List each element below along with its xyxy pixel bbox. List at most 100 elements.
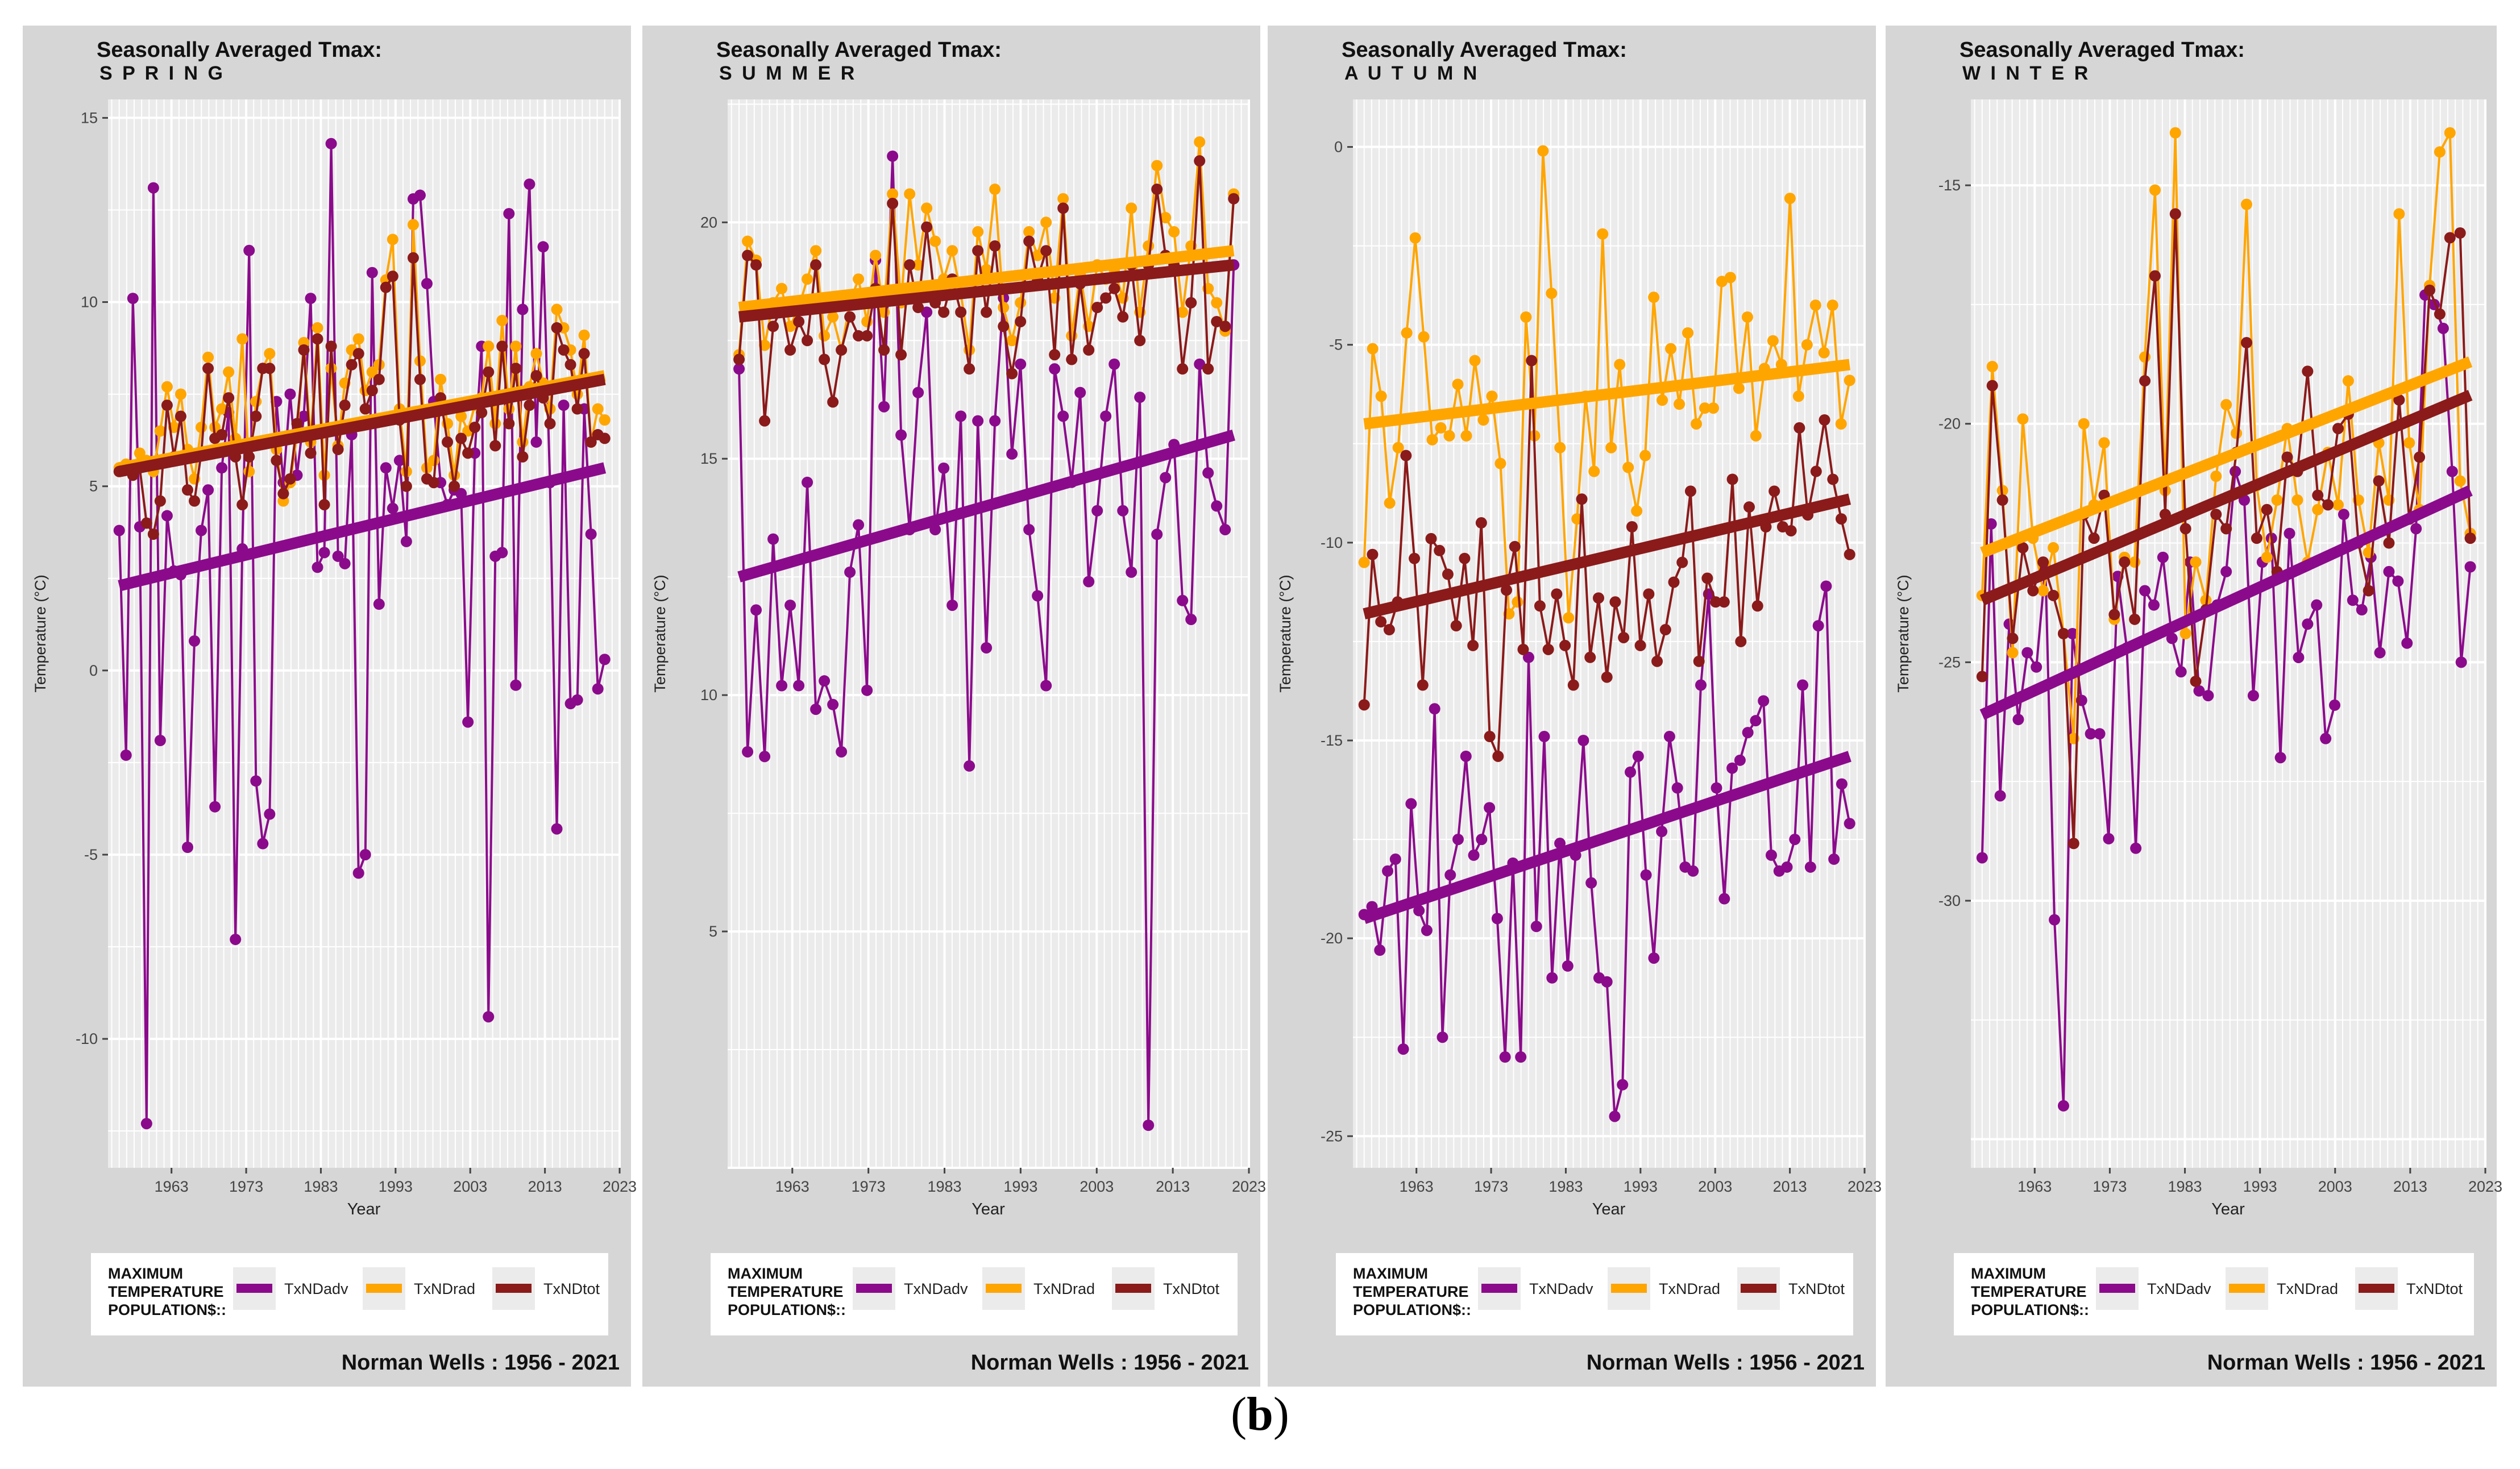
data-point-TxNDadv xyxy=(1711,782,1722,794)
data-point-TxNDtot xyxy=(1643,588,1655,600)
data-point-TxNDadv xyxy=(1143,1120,1155,1131)
data-point-TxNDtot xyxy=(291,418,303,430)
data-point-TxNDrad xyxy=(1392,442,1404,453)
x-axis-title: Year xyxy=(972,1200,1005,1218)
data-point-TxNDadv xyxy=(373,598,385,610)
data-point-TxNDadv xyxy=(1452,834,1464,846)
data-point-TxNDrad xyxy=(1631,505,1643,517)
data-point-TxNDadv xyxy=(2356,604,2368,616)
data-point-TxNDadv xyxy=(2437,322,2449,334)
data-point-TxNDrad xyxy=(784,321,796,332)
data-point-TxNDrad xyxy=(1469,355,1481,367)
data-point-TxNDtot xyxy=(510,363,522,374)
trend-line-TxNDadv xyxy=(1362,751,1851,924)
data-point-TxNDadv xyxy=(946,600,958,611)
data-point-TxNDrad xyxy=(250,396,262,407)
data-point-TxNDadv xyxy=(2338,509,2349,521)
data-point-TxNDadv xyxy=(861,684,873,696)
data-point-TxNDtot xyxy=(1768,485,1780,497)
x-tick-label: 2013 xyxy=(1156,1178,1190,1195)
data-point-TxNDrad xyxy=(870,249,882,261)
data-point-TxNDtot xyxy=(387,271,398,282)
data-point-TxNDadv xyxy=(853,519,865,531)
trend-line-TxNDtot xyxy=(1363,493,1851,619)
data-point-TxNDadv xyxy=(284,388,296,400)
data-point-TxNDrad xyxy=(1143,240,1155,252)
data-point-TxNDadv xyxy=(1765,849,1777,861)
data-point-TxNDtot xyxy=(1751,600,1763,612)
series-TxNDtot xyxy=(113,252,611,540)
data-point-TxNDadv xyxy=(1546,972,1558,984)
chart-title: Seasonally Averaged Tmax: xyxy=(716,38,1002,62)
data-point-TxNDrad xyxy=(1792,390,1804,402)
data-point-TxNDadv xyxy=(216,462,228,474)
data-point-TxNDrad xyxy=(196,421,207,433)
data-point-TxNDadv xyxy=(209,801,221,813)
data-point-TxNDtot xyxy=(1091,302,1103,314)
data-point-TxNDadv xyxy=(366,267,378,278)
data-point-TxNDtot xyxy=(1634,639,1646,651)
data-point-TxNDtot xyxy=(1592,592,1604,604)
data-point-TxNDtot xyxy=(1015,315,1027,327)
data-point-TxNDadv xyxy=(1726,762,1738,774)
data-point-TxNDadv xyxy=(571,694,583,706)
series-line-TxNDrad xyxy=(118,223,606,502)
y-tick-label: -20 xyxy=(1938,415,1961,432)
data-point-TxNDrad xyxy=(1032,249,1044,261)
x-tick-label: 1993 xyxy=(2243,1178,2277,1195)
data-point-TxNDrad xyxy=(1826,299,1838,311)
data-point-TxNDrad xyxy=(1375,390,1387,402)
data-point-TxNDadv xyxy=(2455,656,2467,668)
data-point-TxNDtot xyxy=(517,451,529,463)
data-point-TxNDadv xyxy=(1202,467,1214,479)
data-point-TxNDtot xyxy=(1726,473,1738,485)
data-point-TxNDrad xyxy=(946,245,958,257)
data-point-TxNDtot xyxy=(2048,589,2060,601)
data-point-TxNDtot xyxy=(352,348,364,360)
data-point-TxNDtot xyxy=(1434,544,1446,556)
data-point-TxNDtot xyxy=(2017,542,2029,554)
data-point-TxNDtot xyxy=(339,399,351,411)
data-point-TxNDadv xyxy=(1530,921,1542,933)
data-point-TxNDadv xyxy=(1750,715,1762,727)
data-point-TxNDadv xyxy=(585,528,597,540)
data-point-TxNDadv xyxy=(776,680,788,692)
data-point-TxNDadv xyxy=(2202,690,2214,702)
data-point-TxNDrad xyxy=(2220,399,2232,411)
data-point-TxNDrad xyxy=(1784,193,1796,205)
data-point-TxNDadv xyxy=(1160,472,1172,484)
x-tick-label: 1993 xyxy=(379,1178,413,1195)
data-point-TxNDrad xyxy=(599,414,611,426)
data-point-TxNDadv xyxy=(154,735,166,746)
data-point-TxNDadv xyxy=(2293,651,2305,663)
data-point-TxNDtot xyxy=(887,198,899,210)
trend-line-TxNDtot xyxy=(738,259,1235,323)
data-point-TxNDadv xyxy=(181,842,193,853)
y-axis-title: Temperature (°C) xyxy=(32,575,49,692)
legend-title: POPULATION$:: xyxy=(1353,1301,1471,1318)
caption-letter: b xyxy=(1247,1388,1273,1441)
data-point-TxNDadv xyxy=(1687,865,1699,877)
data-point-TxNDtot xyxy=(2088,532,2100,544)
data-point-TxNDrad xyxy=(407,219,419,231)
data-point-TxNDadv xyxy=(1468,849,1480,861)
data-point-TxNDtot xyxy=(1819,414,1830,426)
y-tick-label: 10 xyxy=(700,686,717,704)
data-point-TxNDrad xyxy=(1367,343,1379,355)
data-point-TxNDrad xyxy=(853,273,865,285)
data-point-TxNDrad xyxy=(1588,465,1600,477)
data-point-TxNDadv xyxy=(1656,826,1668,838)
data-point-TxNDrad xyxy=(154,425,166,437)
y-axis-title: Temperature (°C) xyxy=(1277,575,1294,692)
data-point-TxNDtot xyxy=(1576,493,1588,505)
series-line-TxNDrad xyxy=(1363,149,1851,619)
data-point-TxNDtot xyxy=(1375,616,1387,628)
data-point-TxNDadv xyxy=(483,1011,495,1023)
data-point-TxNDrad xyxy=(1554,442,1566,453)
data-point-TxNDadv xyxy=(1100,410,1112,422)
x-tick-label: 2023 xyxy=(1232,1178,1266,1195)
data-point-TxNDtot xyxy=(802,335,813,347)
data-point-TxNDtot xyxy=(1526,355,1538,367)
data-point-TxNDadv xyxy=(2103,833,2115,844)
